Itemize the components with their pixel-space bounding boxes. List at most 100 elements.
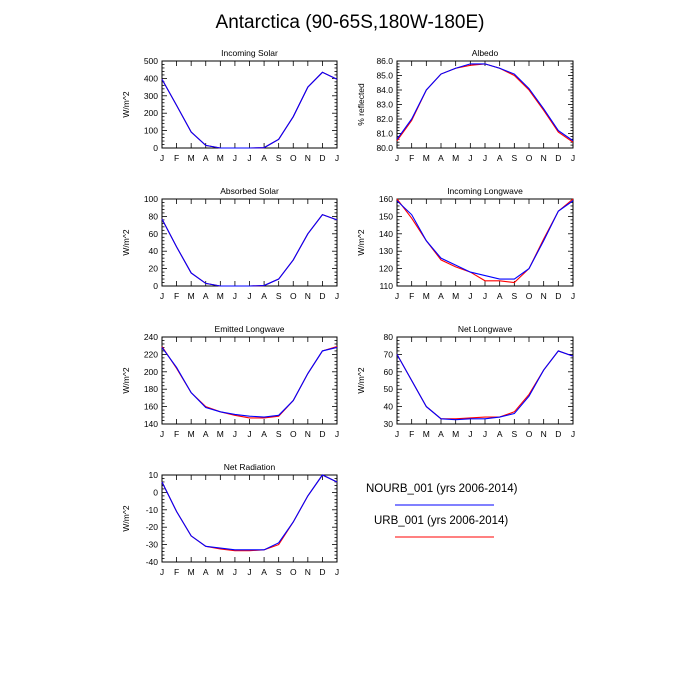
y-tick-label: 0 (153, 281, 158, 291)
x-tick-label: M (452, 429, 459, 439)
y-tick-label: 100 (144, 126, 158, 136)
y-tick-label: 200 (144, 367, 158, 377)
panel-incoming-longwave: Incoming Longwave W/m^2 110 120 130 140 150 160… (356, 186, 575, 301)
x-tick-label: F (174, 153, 179, 163)
y-tick-label: 160 (144, 402, 158, 412)
y-axis-label: W/m^2 (121, 91, 131, 117)
panel-title: Incoming Solar (221, 48, 278, 58)
y-tick-label: 80 (384, 332, 394, 342)
x-tick-label: A (261, 291, 267, 301)
x-tick-label: J (335, 291, 339, 301)
x-tick-label: O (290, 429, 297, 439)
plot-frame (161, 474, 338, 563)
x-tick-label: D (319, 429, 325, 439)
x-tick-label: F (174, 291, 179, 301)
y-axis-label: W/m^2 (356, 229, 366, 255)
x-tick-label: F (409, 291, 414, 301)
x-tick-label: M (188, 291, 195, 301)
x-tick-label: S (276, 567, 282, 577)
x-tick-label: M (423, 429, 430, 439)
x-tick-label: O (290, 567, 297, 577)
y-tick-label: 85.0 (376, 71, 393, 81)
y-tick-label: 40 (149, 246, 159, 256)
x-tick-label: J (233, 153, 237, 163)
x-tick-label: A (261, 153, 267, 163)
x-tick-label: A (497, 291, 503, 301)
y-axis-label: W/m^2 (121, 505, 131, 531)
x-tick-label: F (409, 429, 414, 439)
series-line-nourb (161, 214, 338, 287)
x-tick-label: D (319, 567, 325, 577)
y-tick-label: 300 (144, 91, 158, 101)
x-tick-label: O (526, 429, 533, 439)
x-tick-label: J (468, 291, 472, 301)
panel-title: Incoming Longwave (447, 186, 523, 196)
x-tick-label: J (160, 153, 164, 163)
x-tick-label: O (526, 153, 533, 163)
x-tick-label: A (261, 567, 267, 577)
x-tick-label: J (247, 153, 251, 163)
series-line-nourb (396, 350, 574, 421)
y-tick-label: 0 (153, 487, 158, 497)
x-tick-label: J (233, 567, 237, 577)
x-tick-label: O (290, 291, 297, 301)
x-tick-label: A (203, 291, 209, 301)
series-line-nourb (396, 200, 574, 280)
x-tick-label: J (571, 291, 575, 301)
y-axis-label: % reflected (356, 83, 366, 126)
plot-frame (161, 60, 338, 149)
x-tick-label: N (541, 291, 547, 301)
y-tick-label: 150 (379, 211, 393, 221)
y-tick-label: 20 (149, 264, 159, 274)
x-tick-label: A (203, 153, 209, 163)
x-tick-label: J (395, 291, 399, 301)
x-tick-label: J (160, 291, 164, 301)
y-tick-label: 220 (144, 349, 158, 359)
y-tick-label: 82.0 (376, 114, 393, 124)
x-tick-label: J (160, 567, 164, 577)
x-tick-label: M (217, 567, 224, 577)
y-tick-label: 70 (384, 349, 394, 359)
x-tick-label: J (335, 429, 339, 439)
x-tick-label: S (511, 153, 517, 163)
legend-label-nourb: NOURB_001 (yrs 2006-2014) (366, 483, 518, 495)
x-tick-label: D (555, 291, 561, 301)
y-tick-label: 60 (149, 229, 159, 239)
x-tick-label: S (511, 291, 517, 301)
y-tick-label: -40 (146, 557, 159, 567)
series-line-nourb (161, 71, 338, 149)
plot-frame (396, 336, 574, 425)
x-tick-label: J (335, 153, 339, 163)
x-tick-label: S (276, 153, 282, 163)
x-tick-label: N (305, 567, 311, 577)
y-tick-label: 83.0 (376, 100, 393, 110)
y-tick-label: 130 (379, 246, 393, 256)
y-axis-label: W/m^2 (121, 367, 131, 393)
x-tick-label: J (395, 153, 399, 163)
series-line-nourb (161, 346, 338, 418)
x-tick-label: A (203, 567, 209, 577)
plot-frame (396, 60, 574, 149)
x-tick-label: S (276, 291, 282, 301)
y-tick-label: 180 (144, 384, 158, 394)
legend-label-urb: URB_001 (yrs 2006-2014) (374, 515, 508, 527)
x-tick-label: M (188, 429, 195, 439)
y-tick-label: 84.0 (376, 85, 393, 95)
y-tick-label: 50 (384, 384, 394, 394)
x-tick-label: D (555, 429, 561, 439)
x-tick-label: J (335, 567, 339, 577)
y-tick-label: 86.0 (376, 56, 393, 66)
y-tick-label: 60 (384, 367, 394, 377)
y-axis-label: W/m^2 (121, 229, 131, 255)
y-tick-label: -20 (146, 522, 159, 532)
series-line-nourb (161, 474, 338, 551)
x-tick-label: M (452, 291, 459, 301)
x-tick-label: N (305, 291, 311, 301)
x-tick-label: M (423, 153, 430, 163)
y-tick-label: 200 (144, 108, 158, 118)
series-line-urb (396, 63, 574, 143)
x-tick-label: D (555, 153, 561, 163)
